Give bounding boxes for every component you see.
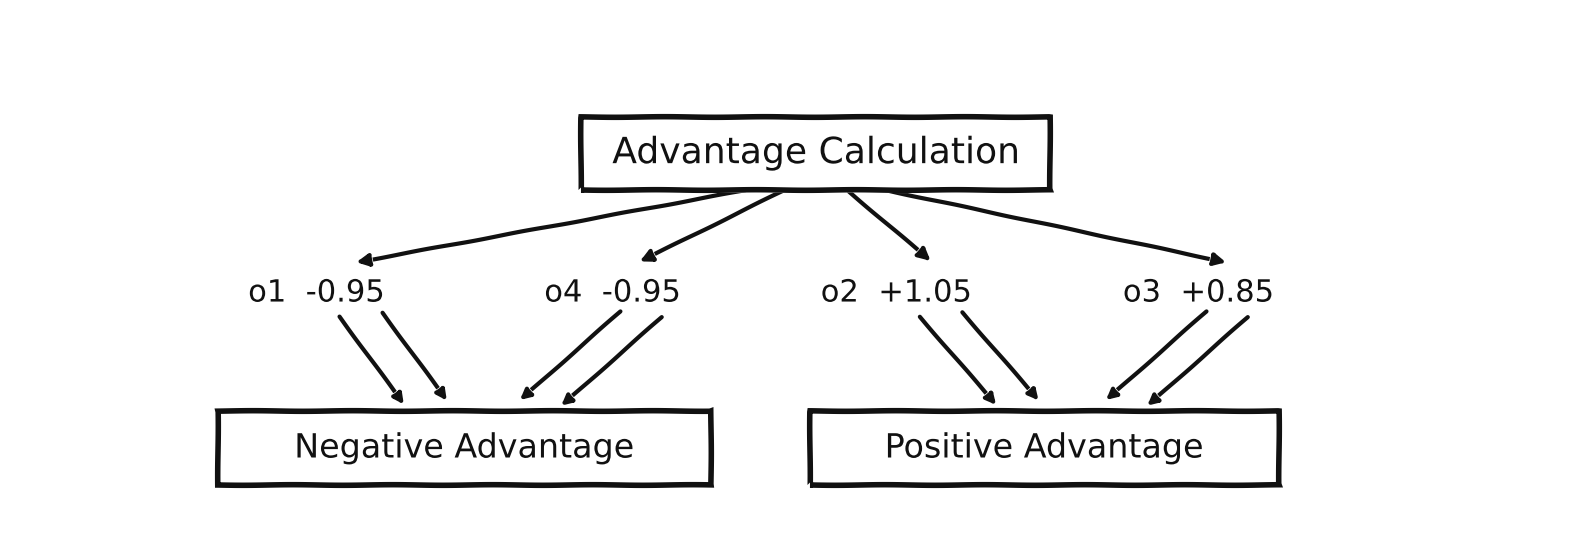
FancyBboxPatch shape: [218, 411, 712, 485]
Text: o4  -0.95: o4 -0.95: [544, 278, 680, 307]
Text: o1  -0.95: o1 -0.95: [248, 278, 384, 307]
FancyBboxPatch shape: [810, 411, 1278, 485]
Text: Negative Advantage: Negative Advantage: [295, 432, 634, 465]
Text: o2  +1.05: o2 +1.05: [821, 278, 971, 307]
FancyBboxPatch shape: [581, 117, 1051, 190]
Text: o3  +0.85: o3 +0.85: [1122, 278, 1274, 307]
Text: Positive Advantage: Positive Advantage: [885, 432, 1204, 465]
Text: Advantage Calculation: Advantage Calculation: [613, 136, 1019, 170]
